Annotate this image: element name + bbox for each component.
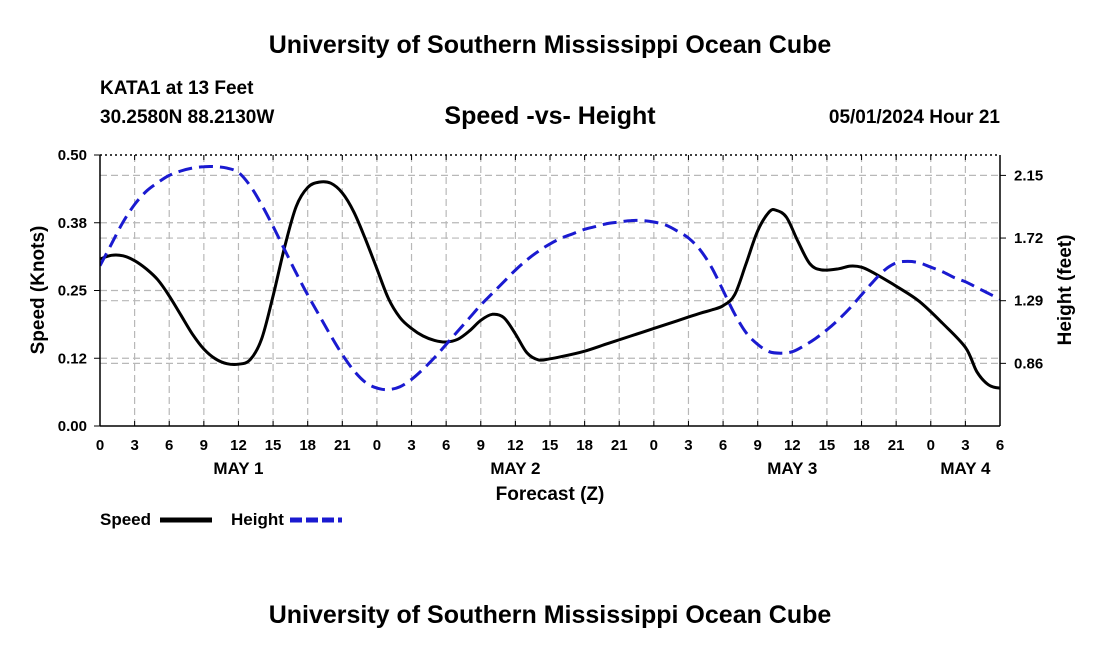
y-right-tick-label: 1.29	[1014, 293, 1043, 310]
series-line-height	[100, 164, 1000, 392]
x-tick-label: 0	[650, 437, 658, 454]
x-tick-label: 15	[819, 437, 836, 454]
footer-title: University of Southern Mississippi Ocean…	[268, 601, 832, 629]
x-tick-label: 15	[542, 437, 559, 454]
y-left-tick-label: 0.00	[58, 418, 87, 435]
legend: Speed Height	[100, 510, 342, 529]
axis-layer: 0 3 6 9 12 15 18 21 0 3 6 9 12 15 18 21 0 3 6 9 12 15 18 21 0 3 6 0…	[58, 147, 1043, 478]
y-axis-left-label: Speed (Knots)	[28, 226, 49, 355]
x-tick-label: 0	[373, 437, 381, 454]
x-tick-label: 9	[754, 437, 762, 454]
x-tick-label: 18	[853, 437, 870, 454]
x-tick-label: 21	[334, 437, 351, 454]
chart-main-title: University of Southern Mississippi Ocean…	[268, 31, 832, 59]
x-tick-label: 12	[507, 437, 524, 454]
x-tick-label: 18	[576, 437, 593, 454]
y-left-tick-label: 0.25	[58, 283, 87, 300]
y-right-tick-label: 1.72	[1014, 230, 1043, 247]
series-line-speed	[100, 180, 1000, 390]
y-left-tick-label: 0.12	[58, 350, 87, 367]
x-day-label: MAY 1	[213, 459, 263, 478]
x-tick-label: 6	[442, 437, 450, 454]
x-tick-label: 12	[230, 437, 247, 454]
x-day-label: MAY 2	[490, 459, 540, 478]
x-tick-label: 6	[719, 437, 727, 454]
x-tick-label: 6	[996, 437, 1004, 454]
x-tick-label: 21	[611, 437, 628, 454]
chart-subtitle: Speed -vs- Height	[444, 102, 656, 130]
speed-height-chart: 0 3 6 9 12 15 18 21 0 3 6 9 12 15 18 21 0 3 6 9 12 15 18 21 0 3 6 0…	[28, 147, 1076, 529]
x-tick-label: 0	[927, 437, 935, 454]
x-tick-label: 0	[96, 437, 104, 454]
y-right-tick-label: 0.86	[1014, 355, 1043, 372]
x-tick-label: 3	[130, 437, 138, 454]
station-coords: 30.2580N 88.2130W	[100, 107, 275, 128]
x-day-label: MAY 3	[767, 459, 817, 478]
x-tick-label: 15	[265, 437, 282, 454]
x-tick-label: 9	[477, 437, 485, 454]
grid-layer	[100, 155, 1000, 426]
x-tick-label: 3	[684, 437, 692, 454]
legend-speed-label: Speed	[100, 510, 151, 529]
y-axis-right-label: Height (feet)	[1055, 235, 1076, 346]
y-right-tick-label: 2.15	[1014, 167, 1043, 184]
x-tick-label: 6	[165, 437, 173, 454]
x-tick-label: 21	[888, 437, 905, 454]
forecast-timestamp: 05/01/2024 Hour 21	[828, 107, 1000, 128]
x-tick-label: 12	[784, 437, 801, 454]
x-tick-label: 3	[407, 437, 415, 454]
station-label: KATA1 at 13 Feet	[100, 78, 254, 99]
x-day-label: MAY 4	[940, 459, 991, 478]
x-tick-label: 3	[961, 437, 969, 454]
x-axis-label: Forecast (Z)	[496, 484, 605, 505]
x-tick-label: 9	[200, 437, 208, 454]
y-left-tick-label: 0.38	[58, 215, 87, 232]
legend-height-label: Height	[231, 510, 284, 529]
x-tick-label: 18	[299, 437, 316, 454]
y-left-tick-label: 0.50	[58, 147, 87, 164]
series-layer	[100, 164, 1000, 392]
